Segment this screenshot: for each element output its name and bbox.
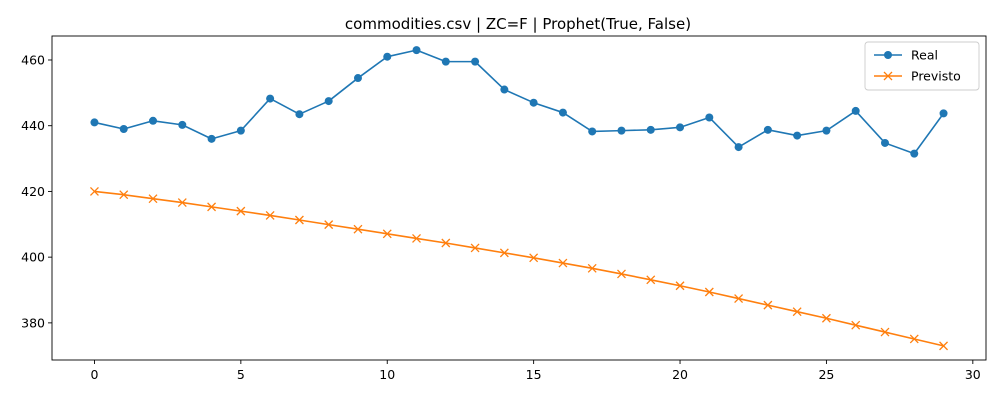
data-point-previsto — [529, 253, 539, 263]
x-tick-label: 5 — [237, 367, 245, 382]
legend-marker-previsto — [883, 71, 893, 81]
data-point-previsto — [704, 287, 714, 297]
data-point-real — [500, 85, 509, 94]
data-point-real — [939, 109, 948, 118]
data-point-real — [412, 46, 421, 55]
y-tick-label: 420 — [21, 184, 45, 199]
data-point-real — [529, 98, 538, 107]
data-point-real — [588, 127, 597, 136]
data-point-real — [763, 125, 772, 134]
data-point-real — [471, 57, 480, 66]
data-point-real — [793, 131, 802, 140]
data-point-previsto — [880, 327, 890, 337]
data-point-previsto — [499, 248, 509, 258]
data-point-real — [383, 52, 392, 61]
data-point-real — [324, 97, 333, 106]
x-tick-label: 30 — [965, 367, 981, 382]
data-point-real — [880, 138, 889, 147]
data-point-previsto — [265, 210, 275, 220]
x-tick-label: 20 — [672, 367, 688, 382]
data-point-previsto — [177, 198, 187, 208]
data-point-previsto — [617, 269, 626, 279]
series-real — [90, 46, 948, 158]
x-axis: 0 5 10 15 20 25 30 — [90, 360, 981, 382]
data-point-real — [236, 126, 245, 135]
data-point-previsto — [207, 202, 217, 212]
data-point-real — [734, 143, 743, 152]
data-point-previsto — [412, 233, 421, 243]
chart-title: commodities.csv | ZC=F | Prophet(True, F… — [345, 15, 691, 33]
legend-marker-real — [884, 51, 892, 59]
y-tick-label: 380 — [21, 315, 45, 330]
data-point-real — [617, 126, 626, 135]
y-axis: 380 400 420 440 460 — [21, 52, 52, 330]
axes-frame — [51, 35, 987, 361]
data-point-previsto — [558, 258, 568, 268]
data-point-real — [353, 74, 362, 83]
data-point-real — [295, 110, 304, 119]
data-point-real — [178, 120, 187, 129]
data-point-previsto — [236, 206, 246, 216]
data-point-previsto — [119, 190, 129, 200]
series-layer — [89, 46, 949, 351]
data-point-real — [676, 123, 685, 132]
data-point-previsto — [734, 294, 744, 304]
data-point-real — [149, 116, 158, 125]
data-point-previsto — [763, 300, 773, 310]
data-point-real — [851, 106, 860, 115]
data-point-previsto — [675, 281, 685, 291]
legend-label-real: Real — [911, 48, 938, 63]
x-tick-label: 25 — [818, 367, 834, 382]
series-line-previsto — [94, 190, 944, 347]
y-tick-label: 440 — [21, 118, 45, 133]
data-point-real — [558, 108, 567, 117]
data-point-previsto — [89, 186, 99, 196]
data-point-previsto — [792, 307, 802, 317]
plot-area — [51, 35, 987, 361]
data-point-previsto — [646, 275, 656, 285]
data-point-real — [441, 57, 450, 66]
x-tick-label: 15 — [526, 367, 542, 382]
y-tick-label: 460 — [21, 52, 45, 67]
legend-box — [864, 41, 980, 91]
data-point-previsto — [441, 238, 451, 248]
data-point-previsto — [821, 313, 831, 323]
x-tick-label: 10 — [379, 367, 395, 382]
data-point-real — [90, 118, 99, 127]
data-point-previsto — [382, 229, 392, 239]
legend-label-previsto: Previsto — [911, 69, 961, 84]
data-point-real — [705, 113, 714, 122]
data-point-previsto — [470, 243, 480, 253]
data-point-real — [822, 126, 831, 135]
data-point-real — [119, 124, 128, 133]
data-point-previsto — [324, 220, 334, 230]
data-point-previsto — [294, 215, 304, 225]
x-tick-label: 0 — [90, 367, 98, 382]
data-point-previsto — [939, 341, 949, 351]
y-tick-label: 400 — [21, 250, 45, 265]
series-previsto — [89, 186, 949, 351]
data-point-real — [207, 134, 216, 143]
data-point-real — [646, 125, 655, 134]
data-point-previsto — [353, 224, 363, 234]
data-point-previsto — [851, 320, 861, 330]
series-line-real — [94, 49, 945, 155]
data-point-real — [266, 94, 275, 103]
data-point-real — [910, 149, 919, 158]
data-point-previsto — [909, 334, 919, 344]
legend: Real Previsto — [864, 41, 980, 91]
data-point-previsto — [148, 194, 158, 204]
data-point-previsto — [587, 263, 597, 273]
